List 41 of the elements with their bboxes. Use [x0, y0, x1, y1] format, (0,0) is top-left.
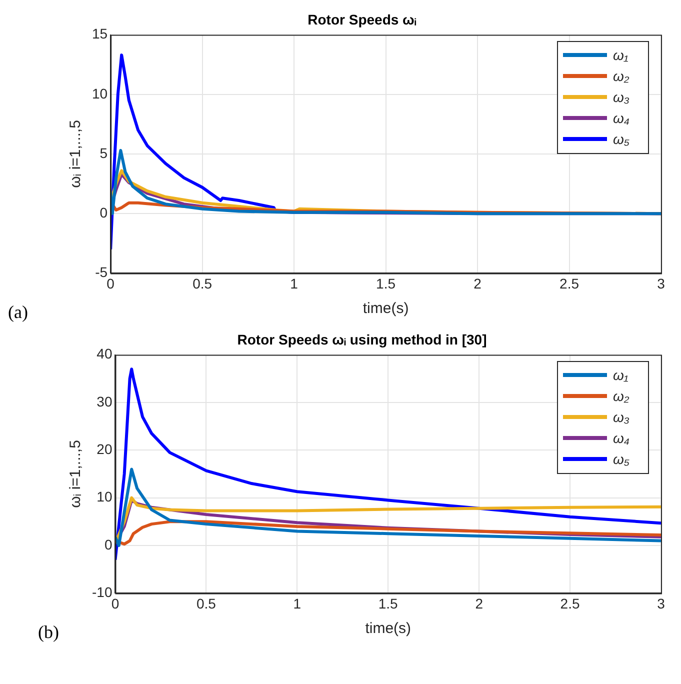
x-tick-label: 2 — [474, 275, 482, 292]
x-tick-label: 3 — [657, 275, 666, 292]
y-tick-label: 0 — [100, 204, 108, 220]
legend-label: ω₅ — [613, 131, 630, 148]
chart-title: Rotor Speeds ωᵢ using method in [30] — [237, 331, 487, 348]
y-tick-label: 30 — [96, 393, 112, 410]
x-tick-label: 2.5 — [560, 595, 580, 612]
legend-label: ω₁ — [613, 47, 628, 64]
y-tick-label: 10 — [92, 85, 108, 102]
x-axis-title: time(s) — [365, 620, 412, 638]
y-tick-label: 0 — [104, 536, 112, 552]
legend-label: ω₂ — [613, 388, 630, 404]
y-tick-label: 10 — [96, 488, 112, 505]
x-tick-label: 1 — [290, 275, 298, 292]
y-axis-title: ωᵢ i=1,...,5 — [67, 120, 84, 188]
x-tick-label: 2 — [475, 595, 484, 612]
text: (a) — [8, 302, 28, 323]
text: (b) — [38, 622, 59, 643]
y-tick-label: 5 — [100, 144, 108, 161]
legend-label: ω₁ — [613, 367, 628, 384]
x-tick-label: 2.5 — [560, 275, 580, 292]
x-tick-label: 1 — [293, 595, 302, 612]
legend-label: ω₄ — [613, 430, 630, 446]
legend-label: ω₃ — [613, 409, 630, 426]
legend-label: ω₂ — [613, 68, 630, 84]
legend-label: ω₅ — [613, 451, 630, 468]
y-tick-label: 40 — [96, 346, 112, 362]
x-tick-label: 0.5 — [192, 275, 212, 292]
y-tick-label: -10 — [92, 584, 112, 600]
y-tick-label: 15 — [92, 26, 108, 42]
x-axis-title: time(s) — [362, 300, 409, 318]
y-tick-label: 20 — [96, 441, 112, 458]
x-tick-label: 3 — [657, 595, 666, 612]
y-tick-label: -5 — [95, 264, 108, 280]
chart-title: Rotor Speeds ωᵢ — [308, 11, 416, 28]
legend-label: ω₃ — [613, 89, 630, 106]
x-tick-label: 1.5 — [378, 595, 398, 612]
x-tick-label: 0.5 — [196, 595, 216, 612]
legend-label: ω₄ — [613, 110, 630, 126]
y-axis-title: ωᵢ i=1,...,5 — [67, 440, 84, 508]
x-tick-label: 1.5 — [376, 275, 396, 292]
